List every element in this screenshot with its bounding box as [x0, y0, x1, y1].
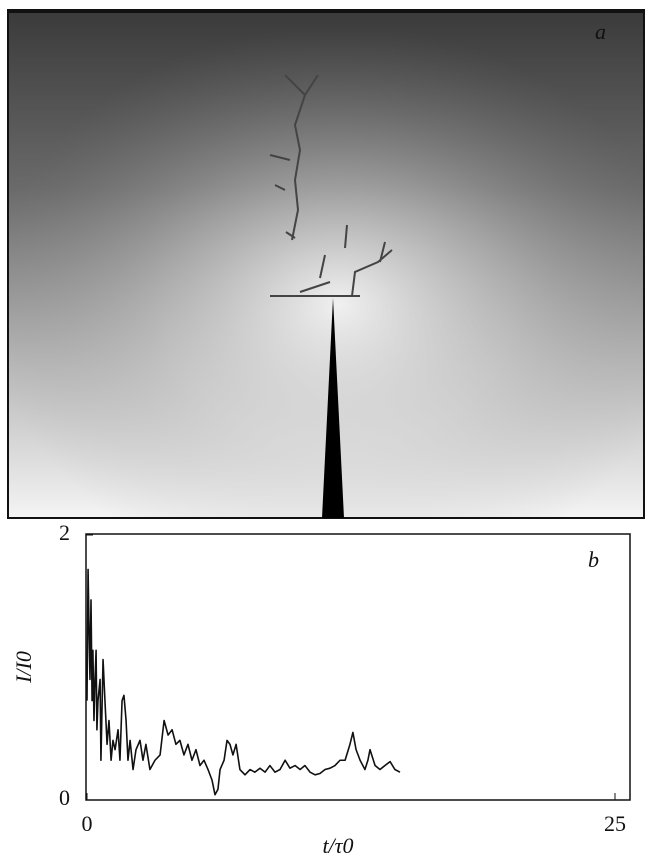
panel-b: b t/τ0 I/I0 0 2 0 25	[11, 520, 630, 858]
figure: a b t/τ0 I/I0 0 2 0 25	[0, 0, 651, 863]
x-axis-label: t/τ0	[322, 833, 353, 858]
x-tick-label: 0	[82, 811, 93, 836]
y-axis-label: I/I0	[11, 651, 36, 684]
data-line	[87, 569, 400, 794]
panel-label: a	[595, 19, 606, 44]
y-tick-label: 0	[59, 785, 70, 810]
top-bar	[8, 9, 644, 13]
y-tick-label: 2	[59, 520, 70, 545]
panel-label: b	[588, 547, 599, 572]
plot-frame	[86, 534, 630, 800]
x-tick-label: 25	[604, 811, 626, 836]
panel-a: a	[8, 9, 644, 518]
page: a b t/τ0 I/I0 02025 (() => { const data …	[0, 0, 651, 863]
